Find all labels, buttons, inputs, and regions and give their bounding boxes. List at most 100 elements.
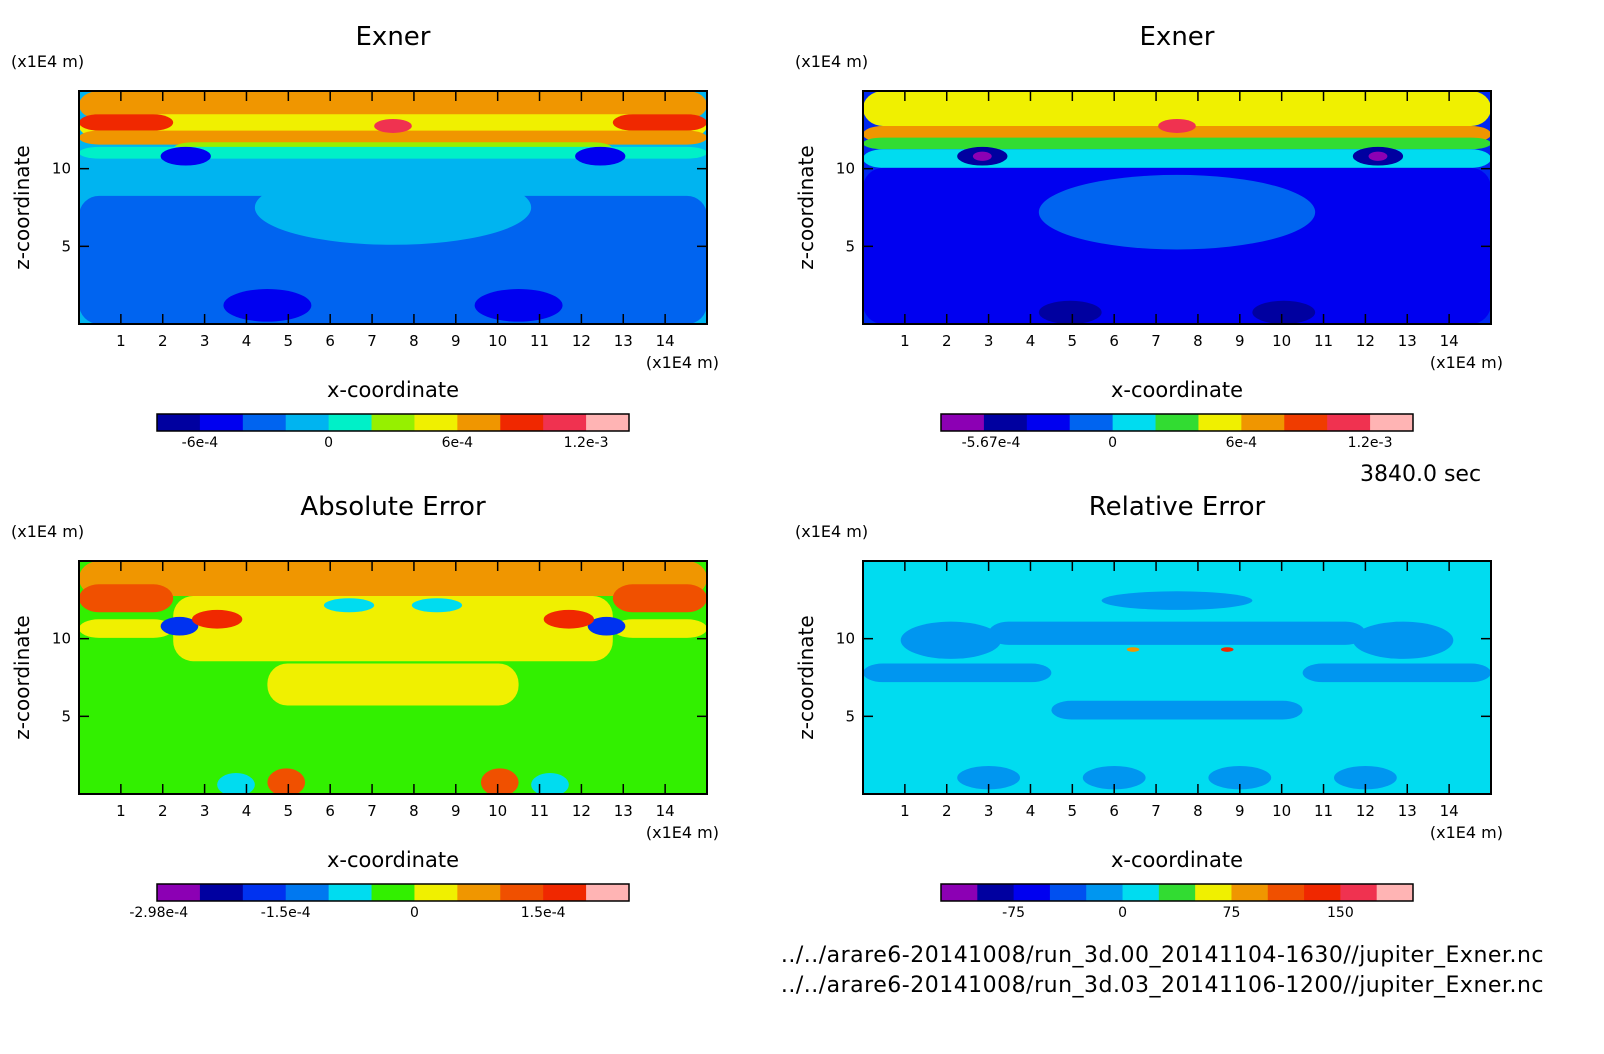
y-tick-label: 10 [836,630,855,648]
colorbar-tick-label: 0 [410,905,419,921]
colorbar-swatch [242,884,287,901]
contour-region [1038,174,1316,250]
contour-region [474,289,563,322]
x-tick-label: 11 [530,332,549,350]
y-axis-label: z-coordinate [10,145,34,269]
contour-region [173,595,613,662]
x-tick-label: 4 [1026,332,1036,350]
x-tick-label: 4 [242,802,252,820]
x-tick-label: 6 [325,802,335,820]
contour-regions [863,91,1491,324]
y-tick-label: 5 [845,707,855,725]
x-tick-label: 7 [1151,802,1161,820]
contour-region [254,170,532,245]
colorbar-swatch [1370,414,1414,431]
x-tick-label: 9 [451,802,461,820]
plot-frame [78,560,708,795]
x-axis-label: x-coordinate [327,378,459,402]
colorbar-swatch [1155,414,1199,431]
colorbar-swatch [1284,414,1328,431]
panel-2: Exner(x1E4 m)1 2 3 4 5 6 7 8 9 10 11 12 13 14510(x1E4… [794,22,1503,451]
x-tick-label: 7 [367,332,377,350]
colorbar-swatch [1086,884,1124,901]
colorbar-swatch [1231,884,1269,901]
colorbar-swatch [941,414,985,431]
x-tick-label: 14 [656,802,675,820]
y-unit-label: (x1E4 m) [795,522,868,541]
colorbar-swatch [1376,884,1414,901]
colorbar-tick-label: 1.2e-3 [1348,435,1393,451]
colorbar-swatch [1069,414,1114,431]
contour-region [1208,766,1272,790]
x-tick-label: 7 [367,802,377,820]
colorbar-tick-label: 0 [1118,905,1127,921]
y-unit-label: (x1E4 m) [795,52,868,71]
panel-1: Exner(x1E4 m)1 2 3 4 5 6 7 8 9 10 11 12 13 14510(x1E4… [10,22,719,451]
contour-region [79,619,174,638]
x-tick-label: 2 [158,802,168,820]
x-tick-label: 10 [488,802,507,820]
x-tick-label: 14 [1440,332,1459,350]
x-tick-label: 6 [1109,802,1119,820]
contour-region [192,609,243,629]
contour-region [79,114,174,131]
contour-region [1368,151,1388,161]
colorbar: -2.98e-4 -1.5e-4 0 1.5e-4 [129,883,630,921]
colorbar-swatch [1304,884,1341,901]
x-tick-label: 10 [1272,332,1291,350]
contour-region [587,616,626,636]
panel-title: Exner [356,22,431,52]
panel-title: Exner [1140,22,1215,52]
x-tick-label: 11 [530,802,549,820]
colorbar-swatch [1112,414,1157,431]
x-tick-label: 2 [942,332,952,350]
colorbar-swatch [586,884,630,901]
contour-region [217,773,255,794]
colorbar-frame [940,883,1414,902]
x-tick-label: 7 [1151,332,1161,350]
colorbar-swatch [543,414,587,431]
x-tick-label: 13 [1398,332,1417,350]
x-axis-label: x-coordinate [1111,848,1243,872]
colorbar-tick-label: 6e-4 [442,435,474,451]
colorbar: -5.67e-4 0 6e-4 1.2e-3 [940,413,1414,451]
colorbar-swatch [414,884,458,901]
contour-region [223,289,312,322]
contour-region [1252,300,1316,324]
contour-regions [79,91,707,324]
contour-regions [79,561,707,794]
x-tick-label: 14 [1440,802,1459,820]
contour-region [79,561,707,596]
contour-region [1220,647,1234,652]
y-tick-label: 5 [61,237,71,255]
x-tick-label: 9 [1235,332,1245,350]
colorbar-swatch [328,414,373,431]
contour-region [612,584,707,613]
contour-region [323,598,375,613]
contour-region [863,149,1491,168]
y-tick-label: 10 [52,630,71,648]
colorbar-tick-label: -6e-4 [182,435,219,451]
colorbar-swatch [1158,884,1196,901]
plot-frame [78,90,708,325]
colorbar-swatch [1195,884,1232,901]
colorbar-frame [940,413,1414,432]
contour-region [972,151,992,161]
colorbar-tick-label: 150 [1327,905,1354,921]
colorbar-tick-label: 6e-4 [1226,435,1258,451]
x-tick-label: 3 [200,332,210,350]
x-unit-label: (x1E4 m) [646,823,719,842]
y-tick-label: 5 [845,237,855,255]
contour-region [863,663,1052,683]
colorbar-swatch [157,884,201,901]
contour-region [1082,766,1146,790]
colorbar-frame [156,883,630,902]
colorbar-tick-label: 1.2e-3 [564,435,609,451]
colorbar-swatch [500,414,544,431]
x-tick-label: 3 [984,802,994,820]
contour-region [863,91,1491,126]
x-tick-label: 11 [1314,332,1333,350]
x-tick-label: 12 [1356,332,1375,350]
colorbar-swatch [1198,414,1242,431]
x-unit-label: (x1E4 m) [1430,353,1503,372]
